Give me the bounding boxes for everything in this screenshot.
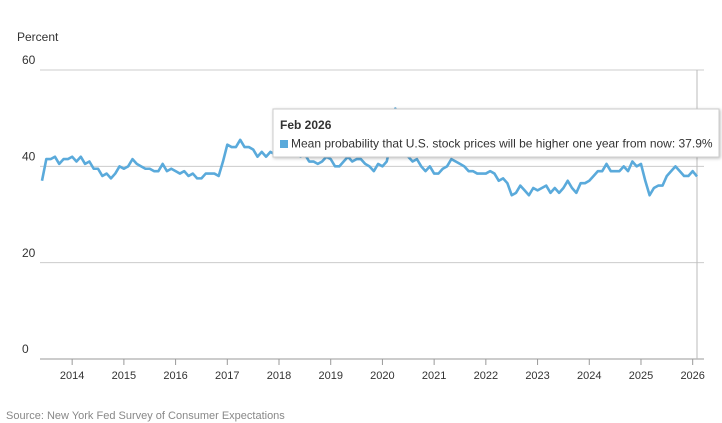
x-tick-label: 2019: [318, 370, 342, 382]
x-tick-label: 2022: [474, 370, 498, 382]
x-tick-label: 2021: [422, 370, 446, 382]
y-tick-label: 20: [22, 246, 36, 260]
y-axis-label: Percent: [17, 30, 59, 44]
x-tick-label: 2023: [525, 370, 549, 382]
x-tick-label: 2026: [680, 370, 704, 382]
tooltip-title: Feb 2026: [280, 118, 332, 132]
y-tick-label: 60: [22, 53, 36, 67]
x-tick-label: 2016: [163, 370, 187, 382]
tooltip-label: Mean probability that U.S. stock prices …: [291, 137, 713, 151]
x-tick-label: 2015: [112, 370, 136, 382]
line-series: [40, 107, 699, 197]
x-tick-label: 2014: [60, 370, 84, 382]
x-tick-label: 2018: [267, 370, 291, 382]
tooltip: Feb 2026 Mean probability that U.S. stock…: [272, 108, 720, 158]
x-tick-label: 2020: [370, 370, 394, 382]
tooltip-box: [272, 108, 720, 158]
y-tick-label: 40: [22, 150, 36, 164]
x-tick-label: 2024: [577, 370, 601, 382]
y-tick-label: 0: [22, 342, 29, 356]
tooltip-swatch: [280, 140, 288, 148]
source: Source: New York Fed Survey of Consumer …: [6, 410, 285, 422]
x-tick-label: 2025: [629, 370, 653, 382]
x-tick-label: 2017: [215, 370, 239, 382]
